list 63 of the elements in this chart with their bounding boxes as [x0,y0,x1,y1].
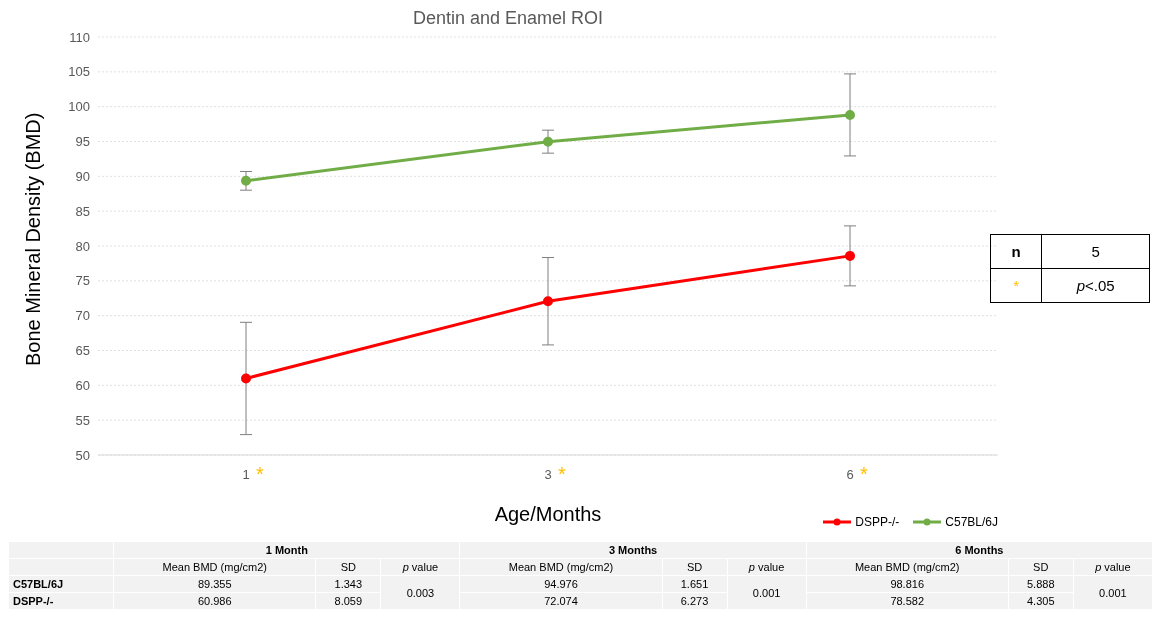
data-label: 72.074 [459,592,663,610]
text: 4.305 [1008,592,1074,610]
y-axis-title: Bone Mineral Density (BMD) [22,112,45,366]
text: 1.651 [662,575,728,593]
text: SD [315,558,381,576]
x-tick-label: 3 [544,467,552,482]
text: 0.001 [1073,575,1153,610]
text: Mean BMD (mg/cm2) [113,558,316,576]
text: 1.343 [315,575,381,593]
point [543,136,553,147]
y-tick-label: 95 [75,134,90,150]
point [241,373,251,384]
text: 0.003 [380,575,460,610]
point [845,109,855,120]
data-label: 89.355 [113,575,316,593]
point [543,296,553,307]
x-tick-label: 1 [242,467,250,482]
text: 0.001 [727,575,807,610]
y-tick-label: 60 [75,377,90,393]
point [845,250,855,261]
y-tick-label: 85 [75,203,90,219]
text: 6 Months [806,541,1153,559]
text: C57BL/6J [13,578,64,590]
text: 1 Month [113,541,460,559]
text: 5.888 [1008,575,1074,593]
x-tick-label: 6 [846,467,854,482]
legend-label: DSPP-/- [854,515,900,529]
y-tick-label: 110 [69,29,90,45]
y-tick-label: 65 [75,343,90,359]
text: SD [1033,561,1049,573]
text: * [860,463,869,485]
chart-title: Dentin and Enamel ROI [411,8,605,29]
legend-label: C57BL/6J [944,515,998,529]
text: p value [1095,561,1131,573]
text: * [256,463,265,485]
text: 8.059 [315,592,381,610]
data-label: 98.816 [806,575,1009,593]
y-tick-label: 55 [75,412,90,428]
y-tick-label: 105 [68,64,90,80]
text: 3 Months [459,541,807,559]
y-tick-label: 90 [75,168,90,184]
text: p value [748,561,785,573]
y-tick-label: 75 [75,273,90,289]
data-label: 78.582 [806,592,1009,610]
x-axis-title: Age/Months [494,503,602,525]
text: p value [402,561,439,573]
y-tick-label: 70 [75,308,90,324]
point [241,175,251,186]
text: * [558,463,567,485]
text: * [990,268,1042,303]
y-tick-label: 50 [75,447,90,463]
text: 6.273 [662,592,728,610]
text: SD [686,561,703,573]
y-tick-label: 80 [75,238,90,254]
text: p<.05 [1076,277,1115,294]
text: n [990,234,1042,269]
data-label: 94.976 [459,575,663,593]
text: DSPP-/- [13,595,54,607]
y-tick-label: 100 [68,99,90,115]
text: Mean BMD (mg/cm2) [854,561,960,573]
data-label: 60.986 [113,592,316,610]
text: 5 [1041,234,1150,269]
text: Mean BMD (mg/cm2) [508,561,614,573]
